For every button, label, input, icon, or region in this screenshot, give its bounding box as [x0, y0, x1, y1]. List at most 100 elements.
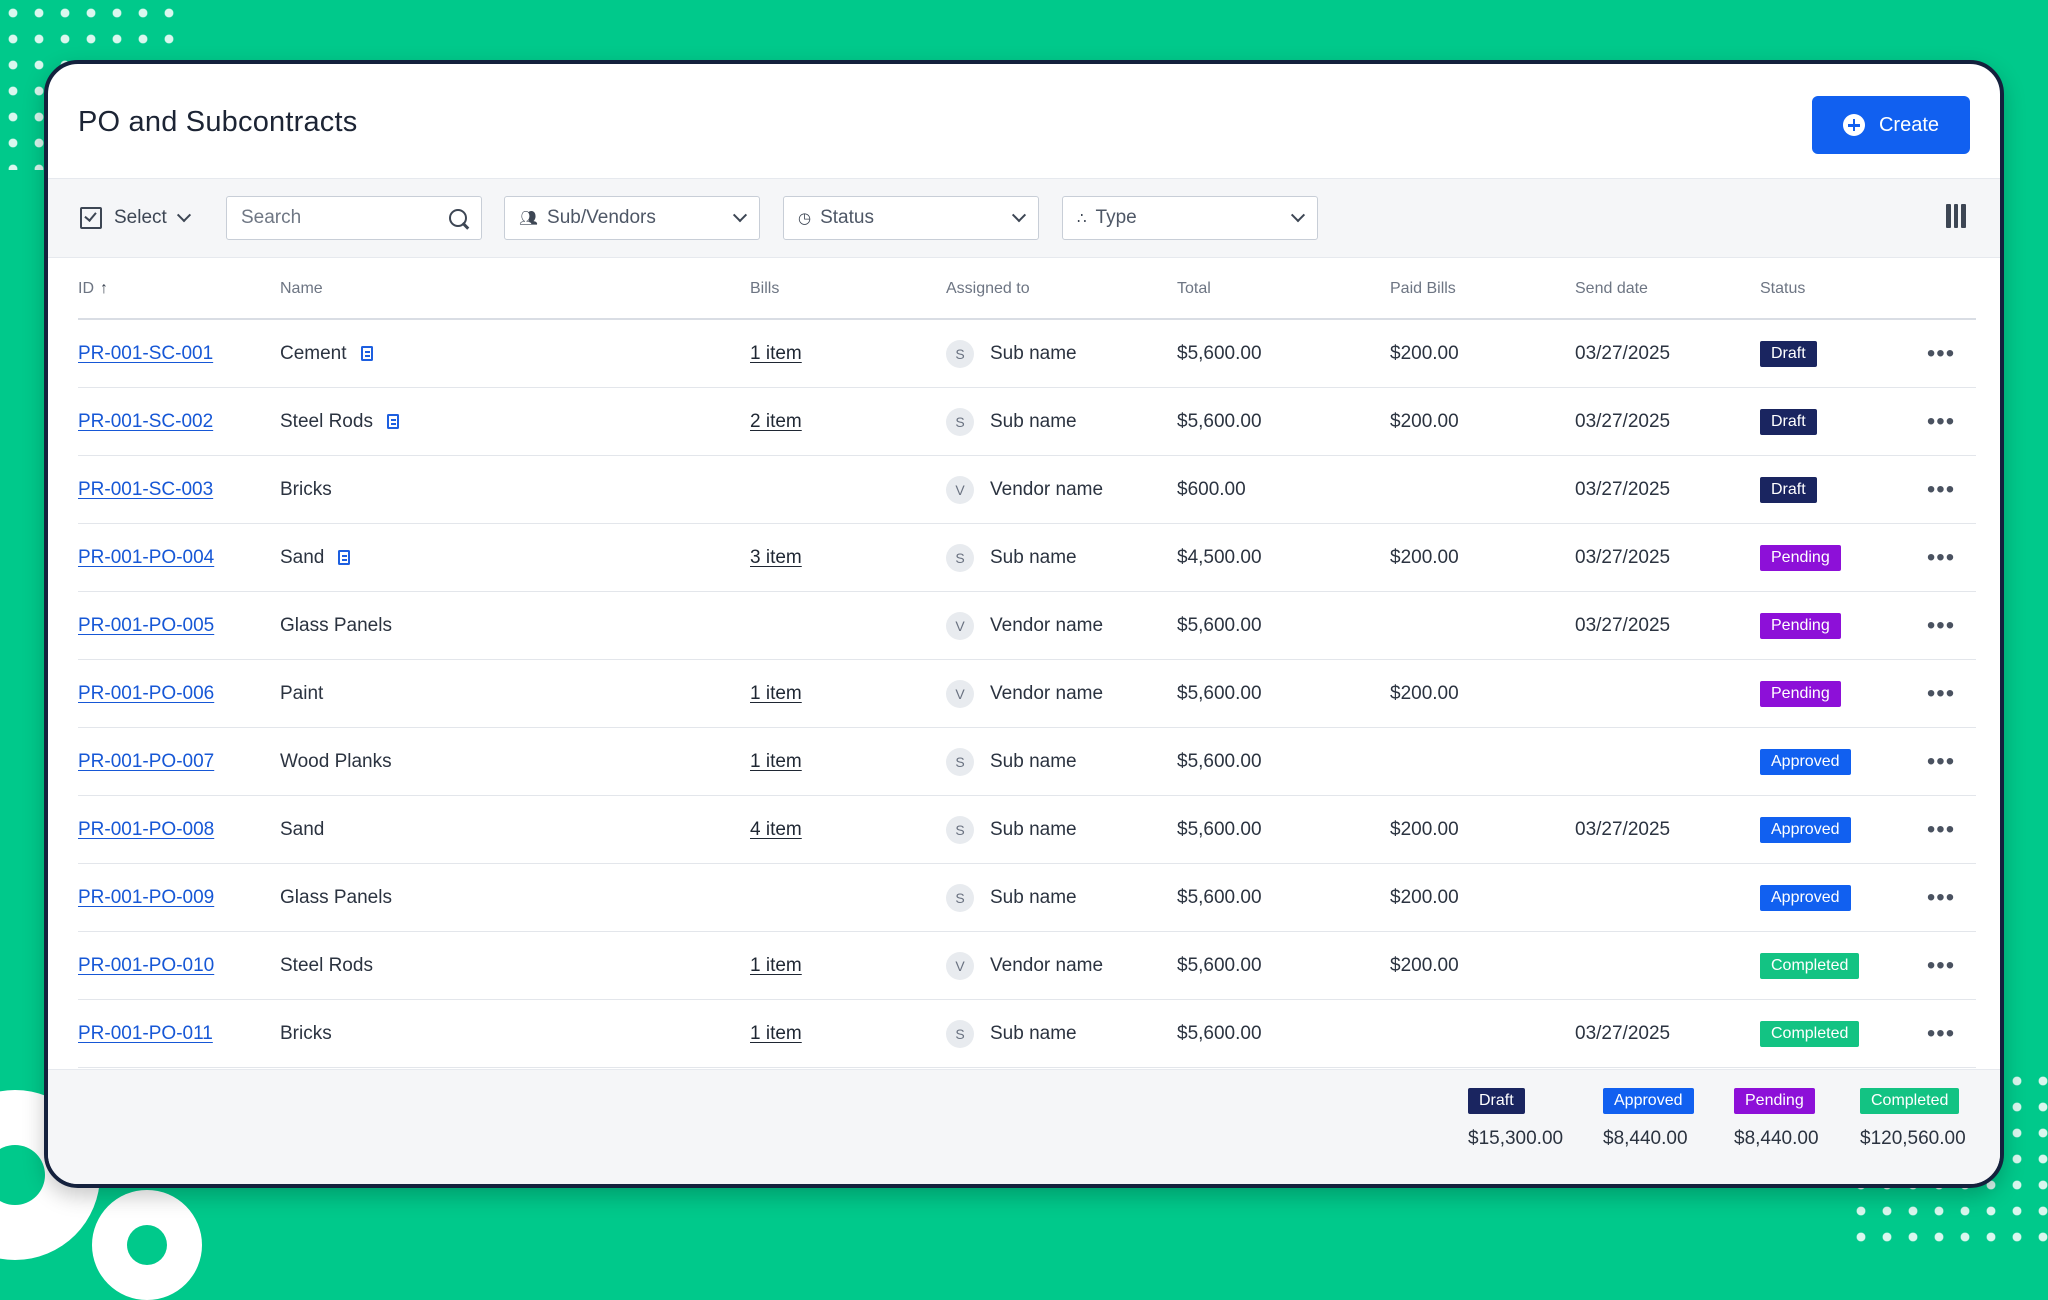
cell-status: Completed	[1760, 931, 1906, 1000]
avatar: S	[946, 747, 974, 776]
summary-amount: $15,300.00	[1468, 1128, 1564, 1149]
cell-total: $5,600.00	[1177, 795, 1390, 864]
summary-badge: Pending	[1734, 1088, 1815, 1114]
more-options-icon[interactable]: •••	[1926, 883, 1956, 911]
more-options-icon[interactable]: •••	[1926, 407, 1956, 435]
cell-id: PR-001-PO-009	[78, 863, 280, 932]
cell-send-date	[1575, 727, 1760, 796]
cell-total: $5,600.00	[1177, 863, 1390, 932]
column-header-bills[interactable]: Bills	[750, 260, 946, 320]
cell-paid-bills: $200.00	[1390, 795, 1575, 864]
column-header-paid-bills[interactable]: Paid Bills	[1390, 260, 1575, 320]
avatar: V	[946, 679, 974, 708]
more-options-icon[interactable]: •••	[1926, 679, 1956, 707]
po-id-link[interactable]: PR-001-SC-003	[78, 478, 214, 500]
users-icon: 👥︎	[519, 210, 539, 227]
table-row: PR-001-PO-011 Bricks 1 item S Sub name $5,600…	[78, 999, 1976, 1068]
bills-link[interactable]: 3 item	[750, 546, 802, 568]
cell-assigned: S Sub name	[946, 727, 1177, 796]
cell-paid-bills: $200.00	[1390, 863, 1575, 932]
cell-send-date: 03/27/2025	[1575, 455, 1760, 524]
po-id-link[interactable]: PR-001-PO-010	[78, 954, 215, 976]
assignee-name: Sub name	[990, 410, 1077, 432]
avatar: S	[946, 883, 974, 912]
table-row: PR-001-PO-005 Glass Panels V Vendor name $5,…	[78, 591, 1976, 660]
bills-link[interactable]: 1 item	[750, 750, 802, 772]
cell-send-date: 03/27/2025	[1575, 999, 1760, 1068]
cell-status: Draft	[1760, 319, 1906, 388]
more-options-icon[interactable]: •••	[1926, 747, 1956, 775]
po-id-link[interactable]: PR-001-PO-007	[78, 750, 215, 772]
column-header-send-date[interactable]: Send date	[1575, 260, 1760, 320]
more-options-icon[interactable]: •••	[1926, 543, 1956, 571]
cell-name: Paint	[280, 659, 750, 728]
bills-link[interactable]: 1 item	[750, 1022, 802, 1044]
more-options-icon[interactable]: •••	[1926, 475, 1956, 503]
po-id-link[interactable]: PR-001-PO-005	[78, 614, 215, 636]
bills-link[interactable]: 1 item	[750, 682, 802, 704]
select-dropdown[interactable]: Select	[80, 196, 191, 240]
item-name: Sand	[280, 546, 325, 568]
subvendors-filter-label: Sub/Vendors	[547, 207, 656, 228]
table-row: PR-001-PO-008 Sand 4 item S Sub name $5,600.0…	[78, 795, 1976, 864]
column-header-assigned[interactable]: Assigned to	[946, 260, 1177, 320]
cell-id: PR-001-PO-011	[78, 999, 280, 1068]
cell-id: PR-001-PO-010	[78, 931, 280, 1000]
bills-link[interactable]: 4 item	[750, 818, 802, 840]
cell-status: Approved	[1760, 795, 1906, 864]
cell-send-date: 03/27/2025	[1575, 523, 1760, 592]
cell-assigned: V Vendor name	[946, 659, 1177, 728]
document-icon[interactable]	[360, 345, 373, 361]
po-id-link[interactable]: PR-001-PO-011	[78, 1022, 213, 1044]
bills-link[interactable]: 1 item	[750, 342, 802, 364]
document-icon[interactable]	[338, 549, 351, 565]
cell-paid-bills: $200.00	[1390, 387, 1575, 456]
cell-bills	[750, 455, 946, 524]
cell-send-date: 03/27/2025	[1575, 795, 1760, 864]
column-header-actions	[1906, 260, 1976, 320]
assignee-name: Sub name	[990, 886, 1077, 908]
more-options-icon[interactable]: •••	[1926, 611, 1956, 639]
document-icon[interactable]	[386, 413, 399, 429]
more-options-icon[interactable]: •••	[1926, 951, 1956, 979]
status-filter[interactable]: ◷ Status	[783, 196, 1039, 240]
bills-link[interactable]: 2 item	[750, 410, 802, 432]
assignee-name: Sub name	[990, 818, 1077, 840]
checklist-icon	[80, 207, 102, 229]
cell-name: Steel Rods	[280, 387, 750, 456]
search-input[interactable]: Search	[226, 196, 482, 240]
table-row: PR-001-SC-003 Bricks V Vendor name $600.00 03…	[78, 455, 1976, 524]
more-options-icon[interactable]: •••	[1926, 339, 1956, 367]
po-id-link[interactable]: PR-001-PO-004	[78, 546, 215, 568]
more-options-icon[interactable]: •••	[1926, 1019, 1956, 1047]
po-id-link[interactable]: PR-001-PO-006	[78, 682, 215, 704]
column-header-status[interactable]: Status	[1760, 260, 1906, 320]
cell-assigned: V Vendor name	[946, 455, 1177, 524]
po-id-link[interactable]: PR-001-SC-001	[78, 342, 214, 364]
columns-icon[interactable]	[1946, 204, 1967, 228]
cell-bills: 3 item	[750, 523, 946, 592]
cell-status: Pending	[1760, 659, 1906, 728]
po-id-link[interactable]: PR-001-SC-002	[78, 410, 214, 432]
bills-link[interactable]: 1 item	[750, 954, 802, 976]
cell-paid-bills	[1390, 591, 1575, 660]
column-header-total[interactable]: Total	[1177, 260, 1390, 320]
cell-name: Sand	[280, 523, 750, 592]
cell-status: Draft	[1760, 455, 1906, 524]
chevron-down-icon	[732, 208, 748, 223]
column-header-id[interactable]: ID ↑	[78, 260, 280, 320]
avatar: S	[946, 407, 974, 436]
create-button[interactable]: Create	[1812, 96, 1970, 154]
type-filter[interactable]: ∴ Type	[1062, 196, 1318, 240]
subvendors-filter[interactable]: 👥︎ Sub/Vendors	[504, 196, 760, 240]
column-header-name[interactable]: Name	[280, 260, 750, 320]
cell-bills: 1 item	[750, 727, 946, 796]
po-id-link[interactable]: PR-001-PO-008	[78, 818, 215, 840]
more-options-icon[interactable]: •••	[1926, 815, 1956, 843]
cell-paid-bills: $200.00	[1390, 659, 1575, 728]
po-id-link[interactable]: PR-001-PO-009	[78, 886, 215, 908]
avatar: V	[946, 611, 974, 640]
cell-total: $5,600.00	[1177, 999, 1390, 1068]
status-badge: Draft	[1760, 476, 1817, 503]
cell-send-date	[1575, 931, 1760, 1000]
